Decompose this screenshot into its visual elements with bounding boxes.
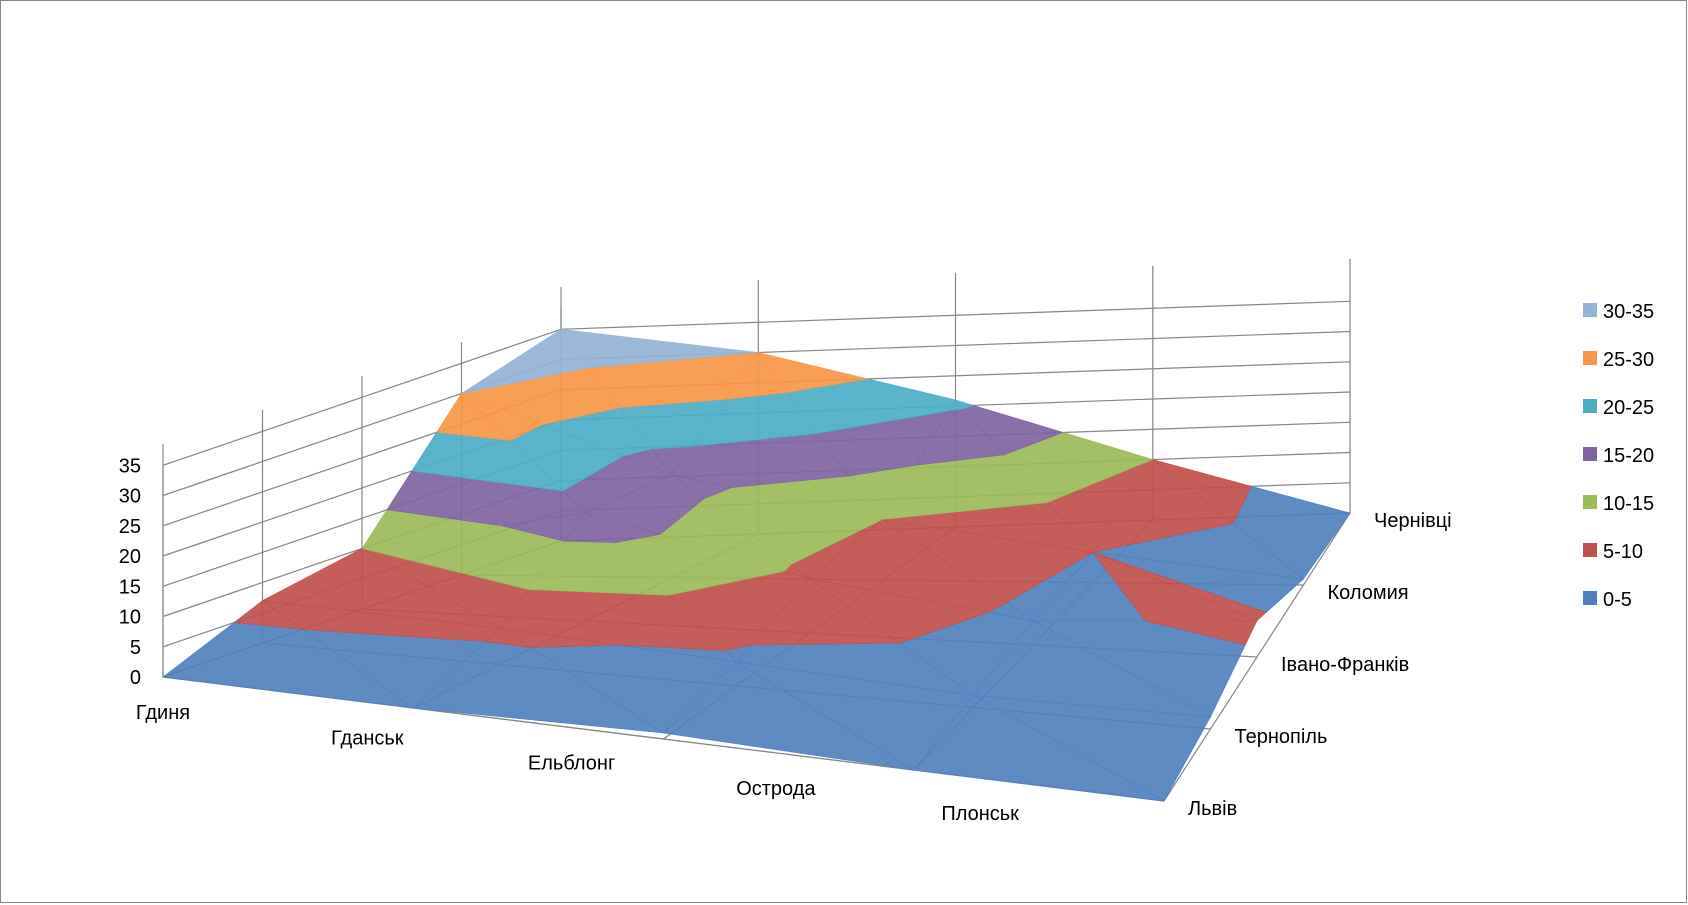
category-axis-labels: Гдиня Гданськ Ельблонг Острода Плонськ bbox=[136, 702, 1019, 825]
category-label: Плонськ bbox=[941, 803, 1019, 825]
surface-plot bbox=[162, 328, 1351, 802]
legend-swatch bbox=[1583, 495, 1597, 509]
category-label: Гдиня bbox=[136, 702, 190, 724]
z-tick-label: 15 bbox=[119, 576, 141, 598]
category-label: Острода bbox=[736, 778, 816, 800]
z-tick-label: 20 bbox=[119, 546, 141, 568]
series-label: Тернопіль bbox=[1235, 726, 1328, 748]
category-label: Гданськ bbox=[331, 727, 404, 749]
legend-swatch bbox=[1583, 399, 1597, 413]
z-tick-label: 10 bbox=[119, 607, 141, 629]
z-tick-label: 5 bbox=[130, 637, 141, 659]
z-tick-label: 35 bbox=[119, 455, 141, 477]
z-tick-label: 25 bbox=[119, 516, 141, 538]
legend-swatch bbox=[1583, 543, 1597, 557]
surface-facet-5-10 bbox=[1145, 620, 1258, 646]
legend: 30-35 25-30 20-25 15-20 10-15 5-10 0-5 bbox=[1583, 301, 1654, 611]
series-label: Львів bbox=[1188, 798, 1237, 820]
category-label: Ельблонг bbox=[528, 753, 615, 775]
surface-facet-30-35 bbox=[461, 328, 590, 394]
surface-facet-15-20 bbox=[501, 511, 587, 542]
legend-label: 30-35 bbox=[1603, 301, 1654, 323]
series-label: Чернівці bbox=[1374, 510, 1452, 532]
legend-label: 10-15 bbox=[1603, 493, 1654, 515]
legend-swatch bbox=[1583, 447, 1597, 461]
surface-facet-5-10 bbox=[233, 600, 304, 630]
legend-label: 0-5 bbox=[1603, 589, 1632, 611]
series-label: Коломия bbox=[1328, 582, 1409, 604]
series-axis-labels: Львів Тернопіль Івано-Франків Коломия Чернів… bbox=[1188, 510, 1452, 820]
z-axis-tick-labels: 0 5 10 15 20 25 30 35 bbox=[119, 455, 141, 689]
surface-facet-25-30 bbox=[436, 393, 511, 441]
legend-label: 15-20 bbox=[1603, 445, 1654, 467]
legend-label: 20-25 bbox=[1603, 397, 1654, 419]
legend-swatch bbox=[1583, 351, 1597, 365]
legend-swatch bbox=[1583, 303, 1597, 317]
z-tick-label: 0 bbox=[130, 667, 141, 689]
z-tick-label: 30 bbox=[119, 486, 141, 508]
legend-swatch bbox=[1583, 591, 1597, 605]
series-label: Івано-Франків bbox=[1281, 654, 1409, 676]
legend-label: 25-30 bbox=[1603, 349, 1654, 371]
legend-label: 5-10 bbox=[1603, 541, 1643, 563]
